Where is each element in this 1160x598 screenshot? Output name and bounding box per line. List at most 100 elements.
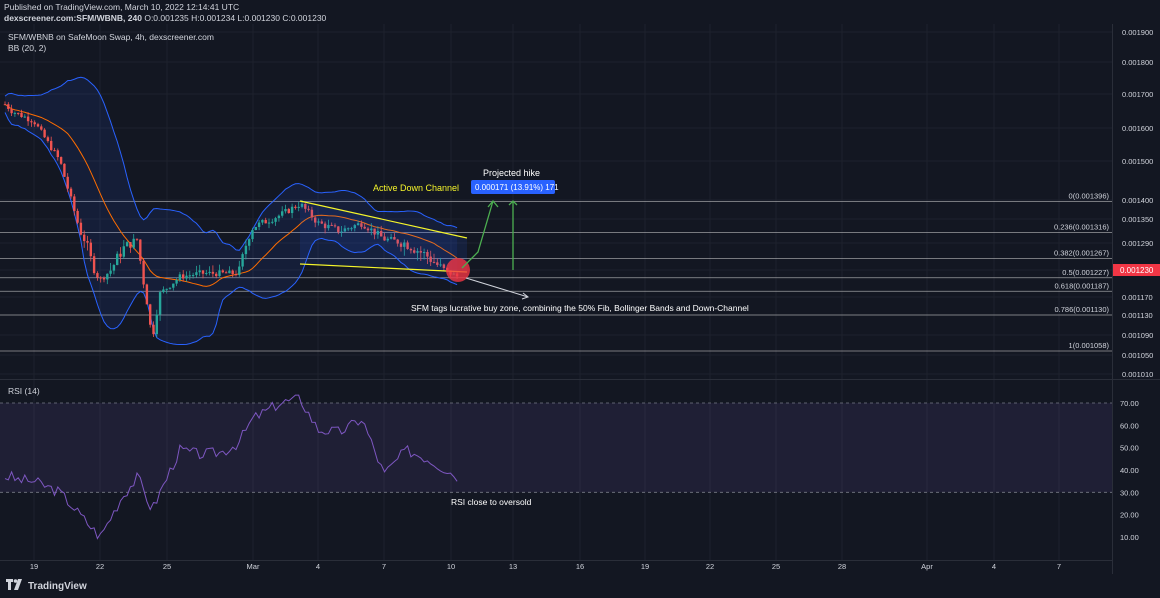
rsi-tick-label: 20.00 — [1120, 511, 1139, 520]
candle-body — [399, 243, 403, 247]
candle-body — [248, 239, 251, 246]
candle-body — [73, 196, 76, 211]
time-tick-label: 22 — [96, 562, 104, 571]
candle-body — [264, 219, 267, 224]
candle-body — [23, 116, 26, 118]
candle-body — [50, 140, 53, 151]
candle-body — [142, 260, 145, 285]
candle-body — [228, 270, 231, 274]
candle-body — [353, 225, 356, 229]
tradingview-logo-icon — [6, 579, 24, 593]
channel-upper-line — [299, 200, 468, 239]
time-tick-label: 13 — [509, 562, 517, 571]
candle-body — [92, 256, 96, 274]
price-tick-label: 0.001400 — [1122, 196, 1153, 205]
rsi-note: RSI close to oversold — [451, 497, 532, 507]
candle-body — [56, 150, 59, 158]
candle-body — [426, 252, 429, 257]
candle-body — [36, 124, 40, 127]
candle-body — [432, 261, 436, 263]
candle-body — [26, 116, 30, 122]
price-tick-label: 0.001290 — [1122, 239, 1153, 248]
rsi-band-fill — [0, 403, 1112, 493]
bb-fill — [5, 77, 458, 345]
candle-body — [419, 251, 422, 253]
price-tick-label: 0.001700 — [1122, 90, 1153, 99]
candle-body — [129, 242, 132, 248]
candle-body — [376, 231, 380, 235]
candle-body — [271, 221, 274, 223]
price-tick-label: 0.001500 — [1122, 157, 1153, 166]
candle-body — [59, 157, 63, 164]
candle-body — [422, 252, 426, 254]
candle-body — [320, 221, 323, 224]
price-tick-label: 0.001170 — [1122, 293, 1153, 302]
candle-body — [76, 210, 79, 223]
candle-body — [389, 237, 393, 239]
chart-canvas[interactable]: 0(0.001396) 0.236(0.001316) 0.382(0.001267… — [0, 0, 1160, 574]
candle-body — [224, 272, 228, 274]
candle-body — [10, 108, 13, 114]
time-tick-label: 16 — [576, 562, 584, 571]
candle-body — [386, 238, 389, 241]
candle-body — [310, 209, 314, 218]
candle-body — [277, 215, 281, 219]
candle-body — [168, 287, 172, 289]
candle-body — [234, 274, 238, 276]
price-tick-label: 0.001600 — [1122, 124, 1153, 133]
candle-body — [7, 104, 10, 109]
projected-range-arrowhead — [508, 200, 518, 206]
price-tick-label: 0.001800 — [1122, 58, 1153, 67]
candle-body — [17, 112, 20, 114]
time-tick-label: 10 — [447, 562, 455, 571]
candle-body — [155, 314, 158, 335]
fib-level-label: 0.382(0.001267) — [1054, 249, 1110, 258]
rsi-tick-label: 60.00 — [1120, 421, 1139, 430]
candle-body — [304, 203, 307, 209]
candle-body — [30, 121, 33, 123]
candle-body — [294, 206, 297, 208]
candle-body — [340, 231, 343, 233]
candle-body — [238, 266, 241, 275]
chart-title: SFM/WBNB on SafeMoon Swap, 4h, dexscreen… — [8, 32, 214, 42]
publish-header: Published on TradingView.com, March 10, … — [4, 2, 326, 24]
tradingview-brand[interactable]: TradingView — [6, 579, 87, 593]
candle-body — [323, 223, 327, 229]
candle-body — [300, 203, 304, 207]
candle-body — [290, 206, 294, 214]
candle-body — [132, 238, 135, 248]
time-tick-label: 4 — [316, 562, 320, 571]
candle-body — [406, 242, 409, 249]
candle-body — [69, 188, 73, 197]
candle-body — [139, 239, 142, 261]
candle-body — [413, 250, 416, 253]
bb-upper-line — [4, 76, 458, 251]
candle-body — [89, 242, 92, 257]
fib-level-label: 0(0.001396) — [1069, 192, 1110, 201]
rsi-tick-label: 30.00 — [1120, 488, 1139, 497]
candle-body — [96, 273, 99, 278]
footer: TradingView — [0, 574, 1160, 598]
candle-body — [284, 209, 287, 212]
candle-body — [106, 273, 109, 280]
projected-path — [461, 200, 494, 269]
candle-body — [327, 224, 330, 229]
rsi-legend: RSI (14) — [8, 386, 40, 396]
candle-body — [46, 137, 50, 141]
publish-line: Published on TradingView.com, March 10, … — [4, 2, 240, 12]
candle-body — [188, 275, 191, 277]
symbol-ohlc-line: dexscreener.com:SFM/WBNB, 240 O:0.001235… — [4, 13, 326, 24]
candle-body — [383, 236, 386, 241]
time-tick-label: Apr — [921, 562, 933, 571]
price-tick-label: 0.001350 — [1122, 215, 1153, 224]
candle-body — [185, 275, 188, 279]
candle-body — [109, 270, 112, 274]
candle-body — [221, 270, 224, 273]
candle-body — [281, 211, 284, 216]
candle-body — [343, 228, 347, 232]
time-tick-label: 22 — [706, 562, 714, 571]
bb-lower-line — [4, 112, 458, 345]
last-price-label: 0.001230 — [1120, 266, 1154, 275]
candle-body — [172, 283, 175, 288]
candle-body — [116, 253, 119, 266]
